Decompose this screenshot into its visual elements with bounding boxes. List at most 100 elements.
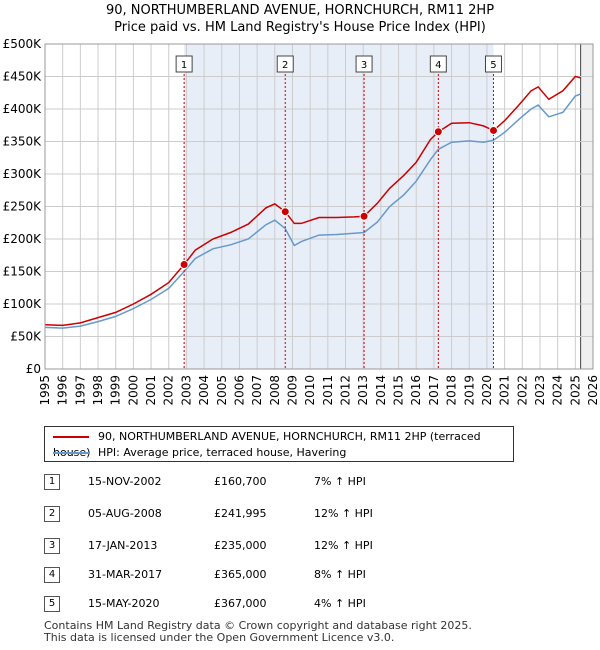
property-price-line: [44, 75, 581, 327]
x-tick-label: 1995: [38, 375, 52, 406]
sale-number-badge: 2: [44, 506, 60, 522]
sale-label-box: [175, 55, 193, 73]
x-tick-label: 1999: [109, 375, 123, 406]
x-tick-label: 2000: [126, 375, 140, 406]
y-tick-label: £150K: [3, 265, 43, 279]
chart-title: 90, NORTHUMBERLAND AVENUE, HORNCHURCH, R…: [105, 3, 495, 18]
x-tick-label: 2002: [162, 375, 176, 406]
x-tick-label: 2005: [215, 375, 229, 406]
legend: 90, NORTHUMBERLAND AVENUE, HORNCHURCH, R…: [44, 426, 514, 462]
sale-price: £235,000: [214, 539, 267, 552]
x-tick-label: 2013: [356, 375, 370, 406]
x-tick-label: 2019: [462, 375, 476, 406]
footer: Contains HM Land Registry data © Crown c…: [44, 620, 472, 644]
y-tick-label: £100K: [3, 297, 43, 311]
y-tick-label: £350K: [3, 135, 43, 149]
sale-markers: 1 2 3 4 5: [175, 55, 502, 369]
x-tick-label: 2023: [533, 375, 547, 406]
y-tick-label: £500K: [3, 37, 43, 51]
x-tick-label: 1997: [73, 375, 87, 406]
x-tick-label: 2007: [250, 375, 264, 406]
table-row: 2 05-AUG-2008 £241,995 12% ↑ HPI: [44, 506, 374, 522]
x-tick-label: 2003: [179, 375, 193, 406]
sale-label-number: 1: [181, 60, 187, 71]
sale-point: [488, 125, 498, 135]
x-tick-label: 2009: [285, 375, 299, 406]
y-tick-label: £250K: [3, 200, 43, 214]
sale-number-badge: 5: [44, 596, 60, 612]
sale-label-number: 4: [435, 60, 441, 71]
chart-title-block: 90, NORTHUMBERLAND AVENUE, HORNCHURCH, R…: [0, 2, 600, 36]
legend-swatch-red: [53, 436, 89, 438]
x-tick-label: 2024: [551, 375, 565, 406]
x-tick-label: 1996: [56, 375, 70, 406]
sale-point: [280, 207, 290, 217]
series-lines: [44, 75, 581, 329]
sale-hpi-diff: 4% ↑ HPI: [314, 597, 366, 610]
sale-label-box: [429, 55, 447, 73]
sale-number-badge: 1: [44, 474, 60, 490]
sale-hpi-diff: 12% ↑ HPI: [314, 507, 373, 520]
x-tick-label: 2022: [515, 375, 529, 406]
axes: £0 £50K £100K £150K £200K £250K £300K £350K £400…: [3, 37, 600, 406]
table-row: 1 15-NOV-2002 £160,700 7% ↑ HPI: [44, 474, 374, 490]
footer-licence: This data is licensed under the Open Gov…: [44, 631, 395, 644]
sale-point: [433, 127, 443, 137]
y-tick-label: £400K: [3, 102, 43, 116]
y-tick-label: £300K: [3, 167, 43, 181]
legend-swatch-blue: [53, 452, 89, 454]
x-tick-label: 2021: [498, 375, 512, 406]
table-row: 4 31-MAR-2017 £365,000 8% ↑ HPI: [44, 567, 374, 583]
x-tick-label: 2012: [339, 375, 353, 406]
sale-label-number: 3: [361, 60, 367, 71]
legend-label-hpi: HPI: Average price, terraced house, Have…: [98, 446, 347, 459]
x-tick-label: 2018: [445, 375, 459, 406]
sale-date: 31-MAR-2017: [88, 568, 163, 581]
x-tick-label: 2017: [427, 375, 441, 406]
sale-date: 15-NOV-2002: [88, 475, 162, 488]
sale-price: £160,700: [214, 475, 267, 488]
sale-date: 05-AUG-2008: [88, 507, 162, 520]
x-tick-label: 2020: [480, 375, 494, 406]
sale-hpi-diff: 8% ↑ HPI: [314, 568, 366, 581]
sale-label-number: 2: [282, 60, 288, 71]
chart-subtitle: Price paid vs. HM Land Registry's House …: [114, 20, 486, 35]
x-tick-label: 2014: [374, 375, 388, 406]
table-row: 5 15-MAY-2020 £367,000 4% ↑ HPI: [44, 596, 374, 612]
table-row: 3 17-JAN-2013 £235,000 12% ↑ HPI: [44, 538, 374, 554]
sale-price: £365,000: [214, 568, 267, 581]
sale-price: £367,000: [214, 597, 267, 610]
sale-label-box: [484, 55, 502, 73]
sale-date: 17-JAN-2013: [88, 539, 158, 552]
sale-price: £241,995: [214, 507, 267, 520]
footer-copyright: Contains HM Land Registry data © Crown c…: [44, 619, 472, 632]
price-chart: £0 £50K £100K £150K £200K £250K £300K £350K £400…: [3, 37, 600, 406]
x-tick-label: 2008: [268, 375, 282, 406]
sale-point: [179, 260, 189, 270]
sale-point: [359, 211, 369, 221]
sale-date: 15-MAY-2020: [88, 597, 160, 610]
sale-label-box: [276, 55, 294, 73]
sale-hpi-diff: 12% ↑ HPI: [314, 539, 373, 552]
x-tick-label: 2004: [197, 375, 211, 406]
plot-frame: [44, 43, 594, 370]
x-tick-label: 2026: [586, 375, 600, 406]
x-tick-label: 1998: [91, 375, 105, 406]
legend-item-hpi: HPI: Average price, terraced house, Have…: [53, 445, 346, 461]
y-tick-label: £450K: [3, 70, 43, 84]
x-tick-label: 2016: [409, 375, 423, 406]
x-tick-label: 2010: [303, 375, 317, 406]
x-tick-label: 2006: [232, 375, 246, 406]
legend-item-property: 90, NORTHUMBERLAND AVENUE, HORNCHURCH, R…: [53, 429, 513, 459]
y-tick-label: £200K: [3, 232, 43, 246]
sale-number-badge: 3: [44, 538, 60, 554]
sale-label-number: 5: [490, 60, 496, 71]
sale-hpi-diff: 7% ↑ HPI: [314, 475, 366, 488]
x-tick-label: 2001: [144, 375, 158, 406]
y-tick-label: £0: [26, 362, 41, 376]
x-tick-label: 2011: [321, 375, 335, 406]
y-tick-label: £50K: [10, 330, 42, 344]
hpi-line: [44, 93, 581, 329]
x-tick-label: 2015: [392, 375, 406, 406]
sale-label-box: [355, 55, 373, 73]
